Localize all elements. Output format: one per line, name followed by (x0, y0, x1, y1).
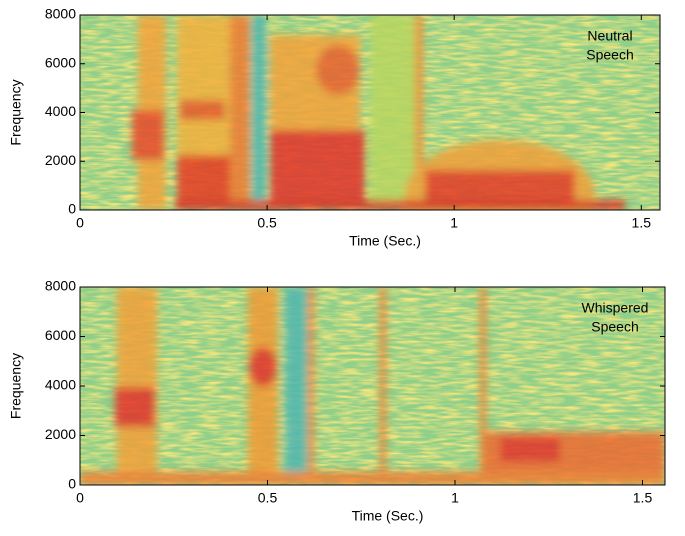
x-tick-label: 0.5 (258, 490, 278, 506)
y-tick-label: 0 (68, 476, 76, 492)
y-axis-label: Frequency (8, 353, 24, 419)
y-tick-label: 0 (68, 201, 76, 217)
y-tick-label: 8000 (45, 6, 76, 22)
x-tick-label: 1.5 (633, 490, 653, 506)
y-tick-label: 4000 (45, 377, 76, 393)
x-tick-label: 1.5 (632, 215, 652, 231)
annotation: Whispered (582, 300, 649, 316)
y-tick-label: 2000 (45, 426, 76, 442)
annotation: Neutral (587, 28, 632, 44)
x-axis-label: Time (Sec.) (349, 233, 421, 249)
y-tick-label: 8000 (45, 278, 76, 294)
y-tick-label: 6000 (45, 327, 76, 343)
y-tick-label: 6000 (45, 54, 76, 70)
spectrogram-image (80, 15, 660, 210)
y-tick-label: 4000 (45, 103, 76, 119)
y-tick-label: 2000 (45, 152, 76, 168)
x-tick-label: 1 (450, 215, 458, 231)
x-axis-label: Time (Sec.) (352, 508, 424, 524)
annotation: Speech (591, 319, 638, 335)
spectrogram-image (80, 287, 665, 485)
x-tick-label: 0 (76, 490, 84, 506)
x-tick-label: 1 (451, 490, 459, 506)
x-tick-label: 0 (76, 215, 84, 231)
annotation: Speech (586, 47, 633, 63)
x-tick-label: 0.5 (257, 215, 277, 231)
y-axis-label: Frequency (8, 79, 24, 145)
